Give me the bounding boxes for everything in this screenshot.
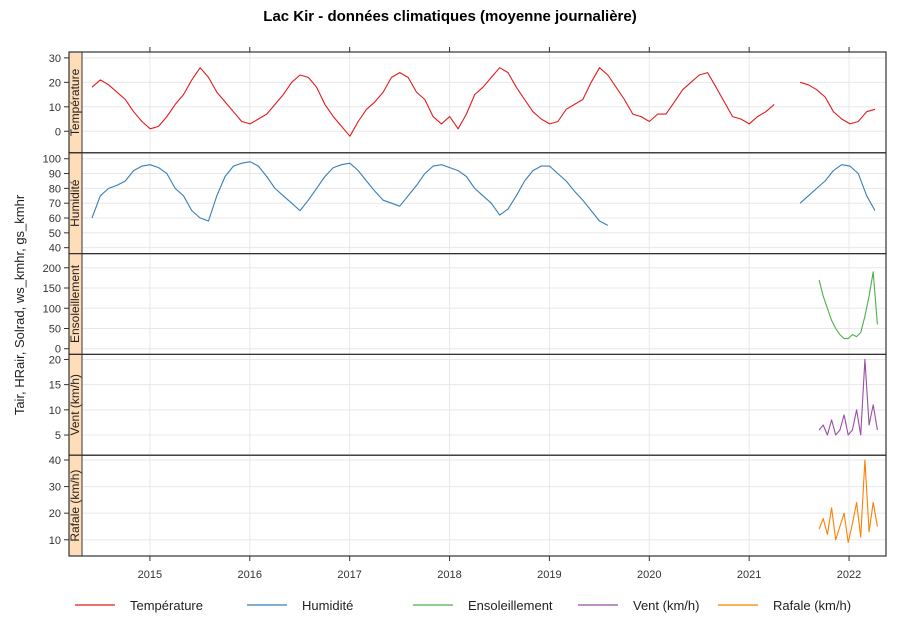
- panel-2: Ensoleillement 0 50 100 150 200: [43, 253, 887, 356]
- x-tick-label: 2016: [238, 569, 262, 581]
- series-line: [91, 67, 775, 137]
- legend-label: Humidité: [302, 598, 353, 613]
- panel-border: [68, 51, 887, 154]
- y-tick-label: 30: [49, 482, 61, 494]
- x-axis: 2015 2016 2017 2018 2019 2020 2021 2022: [138, 47, 861, 581]
- series-line: [91, 161, 609, 226]
- legend-item: Vent (km/h): [578, 598, 699, 613]
- strip-label: Rafale (km/h): [68, 470, 82, 542]
- panel-border: [68, 253, 887, 356]
- strip-label: Ensoleillement: [68, 264, 82, 343]
- y-tick-label: 30: [49, 53, 61, 65]
- y-tick-label: 100: [43, 154, 61, 166]
- strip-label: Température: [68, 68, 82, 136]
- strip-label: Vent (km/h): [68, 374, 82, 435]
- chart-title: Lac Kir - données climatiques (moyenne j…: [263, 8, 636, 25]
- y-tick-label: 50: [49, 323, 61, 335]
- panel-border: [68, 454, 887, 557]
- y-tick-label: 5: [55, 430, 61, 442]
- legend-label: Rafale (km/h): [773, 598, 851, 613]
- panels: Température0102030Humidité40506070809010…: [43, 51, 887, 557]
- panel-border: [68, 353, 887, 456]
- series-line: [818, 459, 878, 543]
- y-tick-label: 150: [43, 283, 61, 295]
- x-tick-label: 2018: [437, 569, 461, 581]
- series-line: [799, 164, 876, 211]
- y-tick-label: 100: [43, 303, 61, 315]
- x-tick-label: 2022: [837, 569, 861, 581]
- strip-label: Humidité: [68, 179, 82, 227]
- legend-item: Température: [75, 598, 203, 613]
- y-tick-label: 60: [49, 213, 61, 225]
- legend-item: Ensoleillement: [413, 598, 553, 613]
- x-tick-label: 2017: [337, 569, 361, 581]
- panel-3: Vent (km/h) 5 10 15 20: [49, 353, 887, 456]
- y-tick-label: 10: [49, 102, 61, 114]
- y-tick-label: 0: [55, 126, 61, 138]
- y-axis-label: Tair, HRair, Solrad, ws_kmhr, gs_kmhr: [12, 194, 27, 415]
- legend-label: Ensoleillement: [468, 598, 553, 613]
- x-tick-label: 2020: [637, 569, 661, 581]
- panel-0: Température 0 10 20 30: [49, 51, 887, 154]
- series-line: [818, 271, 878, 340]
- y-tick-label: 80: [49, 183, 61, 195]
- y-tick-label: 0: [55, 344, 61, 356]
- panel-1: Humidité 40 50 60 70 80 90 100: [43, 152, 887, 255]
- y-tick-label: 20: [49, 77, 61, 89]
- y-tick-label: 40: [49, 455, 61, 467]
- y-tick-label: 90: [49, 169, 61, 181]
- y-tick-label: 200: [43, 263, 61, 275]
- y-tick-label: 10: [49, 535, 61, 547]
- series-line: [818, 358, 878, 436]
- series-line: [799, 81, 876, 125]
- x-tick-label: 2015: [138, 569, 162, 581]
- y-tick-label: 50: [49, 228, 61, 240]
- panel-4: Rafale (km/h) 10 20 30 40: [49, 454, 887, 557]
- legend-item: Humidité: [247, 598, 353, 613]
- legend-label: Température: [130, 598, 203, 613]
- legend: Température Humidité Ensoleillement Vent (k…: [75, 598, 851, 613]
- y-tick-label: 20: [49, 354, 61, 366]
- y-tick-label: 70: [49, 198, 61, 210]
- x-tick-label: 2021: [737, 569, 761, 581]
- y-tick-label: 10: [49, 405, 61, 417]
- legend-item: Rafale (km/h): [718, 598, 851, 613]
- x-tick-label: 2019: [537, 569, 561, 581]
- legend-label: Vent (km/h): [633, 598, 699, 613]
- y-tick-label: 15: [49, 380, 61, 392]
- y-tick-label: 20: [49, 508, 61, 520]
- y-tick-label: 40: [49, 243, 61, 255]
